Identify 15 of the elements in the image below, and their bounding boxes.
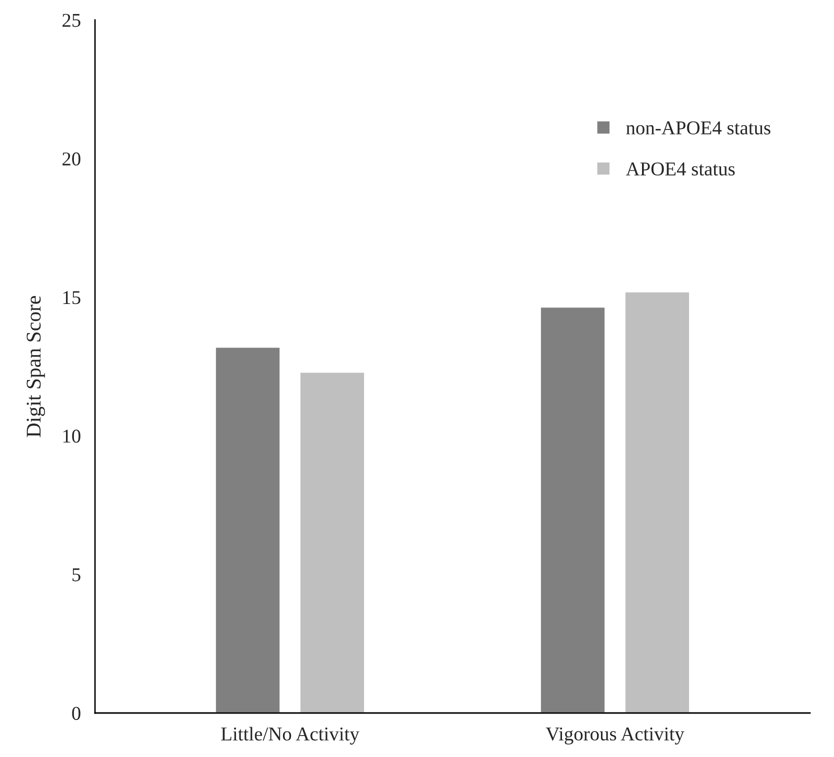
legend-label: APOE4 status — [626, 162, 735, 176]
y-axis-title: Digit Span Score — [26, 296, 45, 438]
y-tick-label: 15 — [63, 291, 80, 304]
y-tick-label: 25 — [62, 14, 80, 27]
bar — [540, 306, 606, 713]
y-tick-label: 5 — [72, 568, 80, 582]
bar — [299, 371, 366, 713]
x-tick-label: Vigorous Activity — [546, 727, 684, 745]
legend-label: non-APOE4 status — [626, 121, 770, 134]
y-tick-label: 0 — [72, 706, 80, 720]
y-tick-label: 10 — [63, 430, 80, 443]
y-tick-label: 20 — [62, 152, 80, 166]
x-tick-label: Little/No Activity — [221, 726, 360, 745]
bar — [624, 290, 690, 713]
bar — [214, 346, 281, 713]
